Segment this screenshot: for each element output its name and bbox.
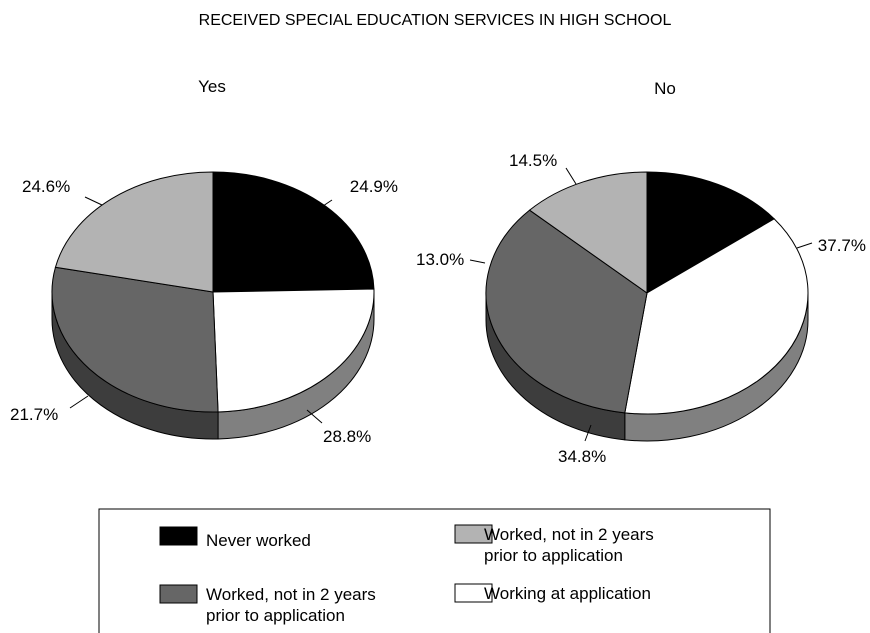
leader-line — [469, 259, 486, 264]
pie-slice-0 — [646, 171, 776, 294]
pie-title-no: No — [654, 79, 676, 98]
legend-swatch — [454, 524, 493, 544]
pie-slice-3 — [54, 171, 214, 293]
slice-label: 13.0% — [416, 250, 464, 269]
legend-swatch — [454, 583, 493, 603]
legend-swatch — [159, 584, 198, 604]
slice-label: 34.8% — [558, 447, 606, 466]
legend-label: Never worked — [206, 531, 311, 550]
legend-label: Worked, not in 2 years — [484, 525, 654, 544]
pie-slice-0 — [212, 171, 375, 293]
leader-line — [796, 242, 813, 249]
slice-label: 28.8% — [323, 427, 371, 446]
legend-label: prior to application — [206, 606, 345, 625]
pie-yes: 24.6% 24.9% 28.8% 21.7% — [10, 171, 398, 446]
legend-label: Worked, not in 2 years — [206, 585, 376, 604]
leader-line — [306, 409, 323, 424]
legend-label: Working at application — [484, 584, 651, 603]
pie-slice-2 — [485, 209, 648, 414]
slice-label: 24.6% — [22, 177, 70, 196]
leader-line — [69, 395, 89, 409]
leader-line — [584, 424, 592, 442]
pie-title-yes: Yes — [198, 77, 226, 96]
pie-no: 14.5% 37.7% 34.8% 13.0% — [416, 151, 866, 466]
pie-slice-1 — [624, 218, 809, 415]
slice-label: 21.7% — [10, 405, 58, 424]
chart-title: RECEIVED SPECIAL EDUCATION SERVICES IN H… — [199, 12, 672, 29]
legend: Never worked Worked, not in 2 years prior … — [98, 508, 771, 633]
slice-label: 37.7% — [818, 236, 866, 255]
legend-frame — [98, 508, 771, 633]
leader-line — [84, 196, 103, 206]
slice-label: 24.9% — [350, 177, 398, 196]
pie-slice-1 — [212, 288, 375, 413]
slice-label: 14.5% — [509, 151, 557, 170]
pie-slice-2 — [51, 266, 219, 413]
legend-label: prior to application — [484, 546, 623, 565]
leader-line — [319, 199, 333, 209]
legend-swatch — [159, 526, 198, 546]
pie-slice-3 — [528, 171, 648, 294]
leader-line — [565, 167, 577, 185]
